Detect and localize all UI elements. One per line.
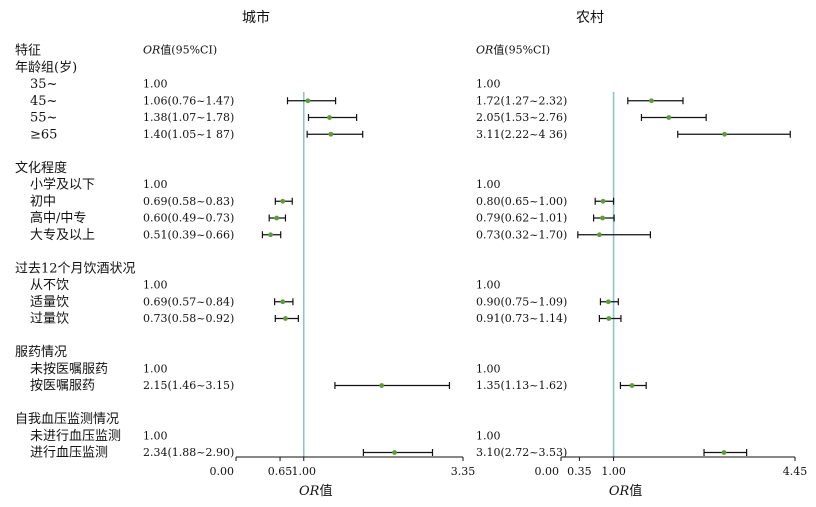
or-column-header: OR值(95%CI) — [476, 44, 550, 57]
row-item-label: ≥65 — [30, 127, 57, 142]
or-point — [274, 215, 280, 221]
x-tick-label: 1.00 — [292, 465, 317, 478]
row-item-label: 未按医嘱服药 — [30, 362, 108, 377]
x-axis-title-or: OR — [299, 484, 320, 499]
row-item-label: 初中 — [30, 194, 56, 209]
or-value-label: 1.00 — [143, 279, 168, 292]
or-value-label: 0.69(0.57~0.84) — [143, 295, 234, 308]
row-item-label: 高中/中专 — [30, 210, 86, 226]
x-tick-label: 0.00 — [210, 465, 235, 478]
row-label-header: 特征 — [15, 44, 41, 59]
row-group-label: 文化程度 — [15, 160, 67, 176]
panel-rural: 农村OR值(95%CI)1.001.72(1.27~2.32)2.05(1.53… — [476, 10, 807, 499]
row-item-label: 进行血压监测 — [30, 446, 108, 461]
or-value-label: 0.60(0.49~0.73) — [143, 212, 234, 225]
row-item-label: 从不饮 — [30, 278, 69, 293]
or-point — [379, 383, 385, 388]
x-tick-label: 1.00 — [601, 465, 626, 478]
row-item-label: 按医嘱服药 — [30, 379, 95, 394]
or-point — [280, 198, 286, 204]
or-point — [305, 98, 311, 104]
or-value-label: 0.80(0.65~1.00) — [476, 195, 567, 208]
row-item-label: 35~ — [30, 77, 57, 92]
row-item-label: 适量饮 — [30, 295, 69, 310]
or-value-label: 1.40(1.05~1 87) — [143, 128, 234, 141]
x-tick-label: 3.35 — [451, 465, 476, 478]
row-item-label: 过量饮 — [30, 312, 69, 327]
x-axis-title-or: OR — [609, 484, 630, 499]
or-value-label: 1.00 — [143, 78, 168, 91]
or-point — [327, 115, 332, 120]
or-point — [606, 316, 612, 321]
or-value-label: 2.05(1.53~2.76) — [476, 111, 567, 124]
or-point — [605, 299, 611, 305]
or-value-label: 1.00 — [476, 429, 501, 442]
or-point — [328, 131, 334, 137]
or-value-label: 1.35(1.13~1.62) — [476, 379, 567, 392]
or-value-label: 1.00 — [476, 362, 501, 375]
or-value-label: 1.00 — [476, 78, 501, 91]
or-value-label: 2.34(1.88~2.90) — [143, 446, 234, 459]
x-tick-label: 4.45 — [783, 465, 808, 478]
or-value-label: 3.10(2.72~3.53) — [476, 446, 567, 459]
panel-title: 农村 — [576, 10, 604, 26]
or-value-label: 1.00 — [476, 178, 501, 191]
or-point — [283, 316, 288, 321]
or-value-label: 0.91(0.73~1.14) — [476, 312, 567, 325]
or-point — [722, 131, 727, 137]
row-item-label: 55~ — [30, 111, 57, 126]
or-value-label: 0.79(0.62~1.01) — [476, 212, 567, 225]
row-group-label: 服药情况 — [15, 345, 67, 360]
x-axis-title-rest: 值 — [319, 483, 332, 499]
or-value-label: 0.51(0.39~0.66) — [143, 228, 234, 241]
or-point — [280, 299, 286, 305]
x-tick-label: 0.65 — [268, 465, 293, 478]
panel-title: 城市 — [242, 9, 270, 26]
or-column-header: OR值(95%CI) — [143, 44, 217, 57]
x-axis-title: OR值 — [299, 483, 332, 499]
or-value-label: 1.72(1.27~2.32) — [476, 94, 567, 107]
or-header-rest: 值(95%CI) — [493, 44, 550, 57]
or-point — [392, 450, 397, 455]
or-point — [721, 450, 727, 455]
or-point — [596, 232, 602, 238]
or-header-or: OR — [476, 44, 493, 57]
row-item-label: 大专及以上 — [30, 228, 95, 243]
x-axis-title: OR值 — [609, 483, 642, 499]
x-tick-label: 0.35 — [567, 465, 592, 478]
row-group-label: 自我血压监测情况 — [15, 412, 119, 427]
or-header-or: OR — [143, 44, 160, 57]
or-value-label: 0.73(0.58~0.92) — [143, 312, 234, 325]
or-header-rest: 值(95%CI) — [160, 44, 217, 57]
or-point — [629, 383, 635, 388]
or-point — [600, 198, 606, 204]
or-value-label: 1.00 — [143, 429, 168, 442]
or-value-label: 1.00 — [143, 362, 168, 375]
or-value-label: 0.73(0.32~1.70) — [476, 228, 567, 241]
or-value-label: 3.11(2.22~4 36) — [476, 128, 567, 141]
row-item-label: 45~ — [30, 94, 57, 109]
row-item-label: 小学及以下 — [30, 177, 95, 193]
or-point — [268, 232, 273, 238]
panel-city: 城市OR值(95%CI)1.001.06(0.76~1.47)1.38(1.07… — [143, 9, 475, 499]
or-value-label: 1.00 — [143, 178, 168, 191]
or-point — [666, 115, 672, 120]
row-group-label: 年龄组(岁) — [15, 60, 77, 75]
or-value-label: 0.90(0.75~1.09) — [476, 295, 567, 308]
or-value-label: 1.06(0.76~1.47) — [143, 94, 234, 107]
x-axis-title-rest: 值 — [629, 483, 642, 499]
or-value-label: 0.69(0.58~0.83) — [143, 195, 234, 208]
or-value-label: 2.15(1.46~3.15) — [143, 379, 234, 392]
or-value-label: 1.38(1.07~1.78) — [143, 111, 234, 124]
x-tick-label: 0.00 — [535, 465, 560, 478]
row-item-label: 未进行血压监测 — [30, 429, 121, 444]
or-value-label: 1.00 — [476, 279, 501, 292]
or-point — [649, 98, 654, 104]
or-point — [600, 215, 605, 221]
row-group-label: 过去12个月饮酒状况 — [15, 261, 136, 276]
